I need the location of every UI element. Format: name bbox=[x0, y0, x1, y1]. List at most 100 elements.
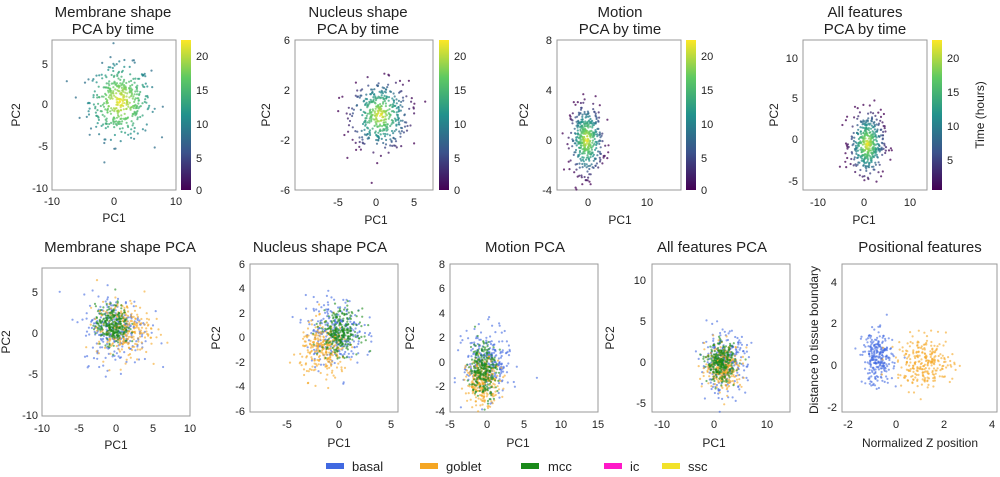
data-point-goblet bbox=[106, 312, 109, 315]
data-point bbox=[874, 152, 877, 155]
data-point-basal bbox=[700, 382, 704, 385]
data-point bbox=[343, 133, 346, 137]
x-tick: -5 bbox=[333, 197, 343, 209]
data-point-goblet bbox=[467, 384, 470, 387]
data-point bbox=[105, 100, 108, 103]
data-point-goblet bbox=[326, 358, 329, 361]
data-point bbox=[161, 105, 164, 108]
x-tick: 15 bbox=[592, 419, 604, 431]
data-point-basal bbox=[459, 335, 462, 338]
data-point bbox=[112, 116, 115, 119]
data-point-mcc bbox=[722, 345, 725, 348]
data-point bbox=[383, 72, 386, 75]
data-point-goblet bbox=[482, 382, 485, 385]
data-point-mcc bbox=[715, 375, 718, 379]
data-point-goblet bbox=[732, 373, 735, 376]
panel-title-line2: PCA by time bbox=[72, 21, 155, 38]
data-point-mcc bbox=[731, 345, 734, 348]
data-point bbox=[591, 151, 594, 154]
data-point-mcc bbox=[489, 363, 492, 366]
data-point-mcc bbox=[337, 318, 340, 321]
data-point-basal bbox=[129, 339, 132, 343]
data-point-basal bbox=[310, 332, 313, 335]
y-tick: 8 bbox=[439, 259, 445, 271]
data-point-goblet bbox=[325, 353, 328, 356]
data-point-basal bbox=[322, 304, 326, 307]
data-point bbox=[375, 112, 378, 116]
data-point bbox=[114, 96, 117, 99]
data-point-goblet bbox=[304, 340, 307, 343]
x-axis-label: PC1 bbox=[327, 436, 351, 450]
data-point-mcc bbox=[112, 334, 115, 337]
data-point-goblet bbox=[115, 345, 118, 348]
data-point-goblet bbox=[313, 338, 316, 341]
data-point-goblet bbox=[709, 372, 712, 375]
data-point-goblet bbox=[320, 344, 323, 347]
data-point-mcc bbox=[105, 314, 108, 317]
data-point bbox=[115, 107, 118, 110]
data-point-basal bbox=[489, 342, 493, 346]
data-point bbox=[110, 91, 113, 94]
data-point bbox=[127, 103, 130, 106]
data-point-basal bbox=[739, 341, 742, 344]
data-point bbox=[112, 82, 115, 85]
data-point bbox=[877, 149, 880, 152]
data-point-goblet bbox=[485, 395, 488, 398]
data-point bbox=[120, 114, 123, 117]
panel-title-line1: All features bbox=[827, 4, 902, 21]
data-point-basal bbox=[308, 323, 311, 326]
data-point-basal bbox=[730, 329, 734, 332]
data-point bbox=[597, 111, 600, 114]
data-point bbox=[146, 85, 149, 88]
data-point bbox=[880, 146, 883, 149]
data-point-mcc bbox=[723, 375, 727, 378]
data-point-mcc bbox=[337, 334, 341, 337]
data-point bbox=[598, 150, 601, 153]
data-point bbox=[581, 148, 584, 151]
data-point bbox=[382, 141, 385, 145]
data-point-mcc bbox=[486, 383, 489, 386]
data-point bbox=[384, 105, 387, 108]
data-point bbox=[365, 98, 369, 101]
data-point bbox=[870, 134, 874, 137]
data-point-mcc bbox=[470, 358, 474, 361]
data-point bbox=[869, 155, 872, 158]
data-point-goblet bbox=[481, 403, 484, 406]
data-point bbox=[575, 124, 578, 127]
data-point-goblet bbox=[317, 355, 321, 359]
data-point bbox=[119, 109, 122, 112]
data-point-goblet bbox=[706, 369, 709, 372]
data-point-mcc bbox=[482, 341, 485, 344]
data-point-mcc bbox=[131, 331, 134, 334]
data-point-basal bbox=[117, 355, 120, 358]
data-point-goblet bbox=[708, 375, 711, 378]
data-point-mcc bbox=[724, 345, 728, 348]
data-point-goblet bbox=[705, 363, 708, 366]
data-point bbox=[367, 127, 370, 130]
data-point-goblet bbox=[119, 341, 122, 344]
data-point-mcc bbox=[108, 343, 111, 346]
data-point-goblet bbox=[137, 337, 140, 340]
data-point bbox=[386, 86, 389, 89]
data-point-basal bbox=[746, 363, 750, 366]
data-point-goblet bbox=[111, 343, 114, 346]
data-point bbox=[136, 97, 139, 100]
data-point-basal bbox=[121, 345, 124, 348]
data-point-goblet bbox=[334, 343, 337, 346]
data-point bbox=[389, 103, 392, 107]
data-point-goblet bbox=[487, 404, 490, 408]
data-point-mcc bbox=[122, 333, 125, 336]
data-point-basal bbox=[501, 340, 504, 343]
data-point bbox=[129, 73, 132, 76]
data-point bbox=[383, 121, 386, 124]
data-point bbox=[373, 124, 376, 127]
data-point-mcc bbox=[713, 371, 716, 374]
data-point bbox=[143, 85, 146, 89]
data-point bbox=[367, 136, 370, 139]
x-tick: 0 bbox=[113, 423, 119, 435]
data-point bbox=[864, 129, 867, 133]
data-point-basal bbox=[91, 289, 94, 292]
data-point-goblet bbox=[326, 367, 329, 370]
data-point bbox=[872, 122, 875, 125]
data-point-goblet bbox=[707, 382, 710, 385]
